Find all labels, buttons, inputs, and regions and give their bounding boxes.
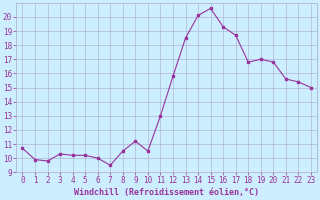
X-axis label: Windchill (Refroidissement éolien,°C): Windchill (Refroidissement éolien,°C) [74, 188, 259, 197]
